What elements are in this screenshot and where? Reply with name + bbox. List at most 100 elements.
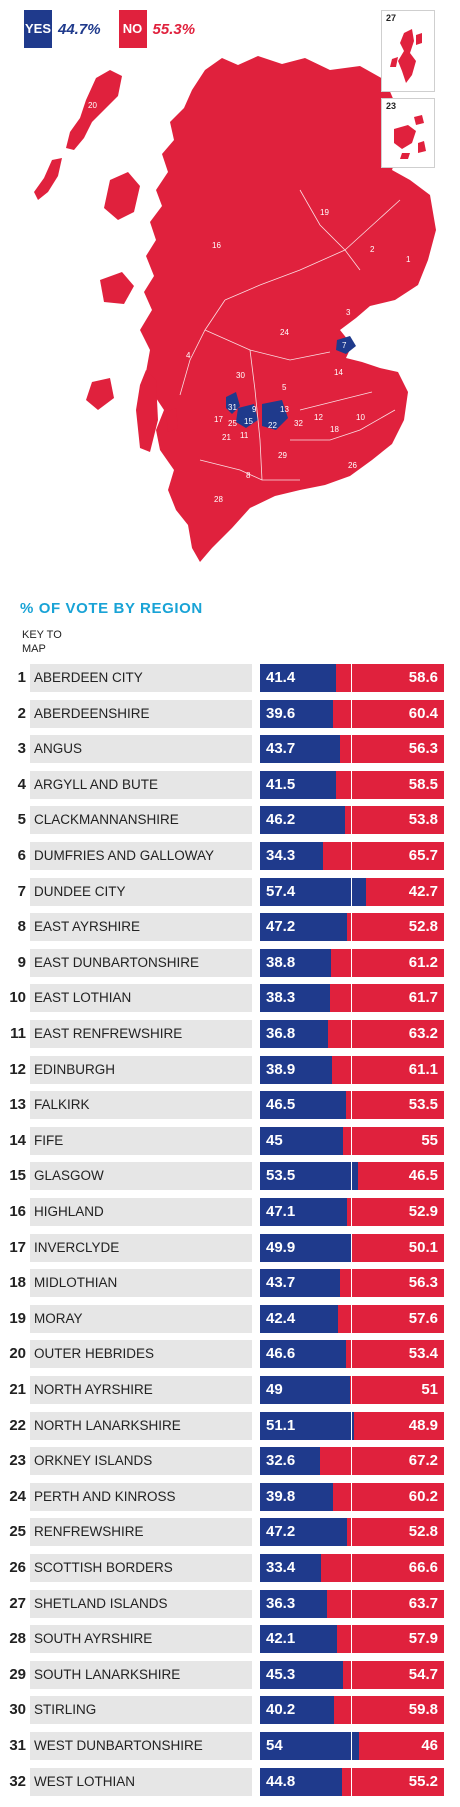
region-name: ABERDEENSHIRE [30, 699, 252, 728]
region-name: SCOTTISH BORDERS [30, 1554, 252, 1582]
fifty-percent-line [351, 1589, 352, 1618]
region-key-number: 17 [9, 1238, 26, 1256]
no-bar-segment [366, 877, 444, 906]
yes-value-label: 43.7 [266, 1274, 296, 1292]
no-bar-segment [342, 1767, 444, 1796]
no-value-label: 63.2 [408, 1025, 438, 1042]
region-name: PERTH AND KINROSS [30, 1482, 252, 1511]
no-value-label: 61.7 [408, 989, 438, 1007]
map-label-6: 6 [264, 517, 269, 526]
region-key-number: 13 [9, 1096, 26, 1114]
region-row: 27 SHETLAND ISLANDS 36.3 63.7 [0, 1589, 444, 1618]
mull-shape [100, 272, 134, 304]
yes-value-label: 47.2 [266, 1523, 296, 1541]
vote-share-bar: 32.6 67.2 [260, 1447, 444, 1476]
no-bar-segment [320, 1447, 444, 1476]
no-value-label: 53.4 [408, 1345, 438, 1363]
region-name: STIRLING [30, 1696, 252, 1725]
yes-bar-segment [260, 1625, 337, 1654]
region-row: 30 STIRLING 40.2 59.8 [0, 1696, 444, 1725]
region-key-number: 22 [9, 1416, 26, 1434]
region-name: SOUTH AYRSHIRE [30, 1625, 252, 1654]
region-name: WEST DUNBARTONSHIRE [30, 1732, 252, 1760]
yes-bar-segment [260, 1162, 358, 1191]
fifty-percent-line [351, 1554, 352, 1582]
yes-value-label: 46.5 [266, 1096, 296, 1114]
region-key-number: 14 [9, 1131, 26, 1149]
fifty-percent-line [351, 1447, 352, 1476]
fifty-percent-line [351, 877, 352, 906]
map-label-8: 8 [246, 471, 251, 480]
orkney-inset-number: 23 [386, 101, 397, 111]
fifty-percent-line [351, 842, 352, 870]
yes-value-label: 41.5 [266, 775, 296, 793]
region-row: 12 EDINBURGH 38.9 61.1 [0, 1055, 444, 1084]
yes-bar-segment [260, 1126, 343, 1155]
yes-bar-segment [260, 1091, 346, 1120]
vote-share-bar: 43.7 56.3 [260, 1269, 444, 1298]
vote-share-bar: 47.1 52.9 [260, 1198, 444, 1226]
no-bar-segment [346, 1091, 444, 1120]
yes-value-label: 42.4 [266, 1309, 296, 1327]
fifty-percent-line [351, 699, 352, 728]
fifty-percent-line [351, 948, 352, 977]
no-value-label: 53.8 [408, 811, 438, 829]
region-name: EAST AYRSHIRE [30, 913, 252, 942]
map-label-3: 3 [346, 308, 351, 317]
region-key-number: 28 [9, 1630, 26, 1648]
region-key-number: 11 [10, 1025, 26, 1042]
region-key-number: 25 [9, 1523, 26, 1541]
vote-share-bar: 46.2 53.8 [260, 806, 444, 835]
region-name: WEST LOTHIAN [30, 1767, 252, 1796]
no-bar-segment [331, 948, 444, 977]
region-key-number: 2 [17, 704, 26, 722]
vote-share-bar: 44.8 55.2 [260, 1767, 444, 1796]
map-label-28: 28 [214, 495, 223, 504]
fifty-percent-line [351, 1411, 352, 1440]
yes-bar-segment [260, 806, 345, 835]
region-name: INVERCLYDE [30, 1233, 252, 1262]
fifty-percent-line [351, 1767, 352, 1796]
no-value-label: 61.2 [408, 953, 438, 971]
no-value-label: 52.9 [408, 1203, 438, 1220]
no-bar-segment [330, 984, 444, 1013]
kintyre-shape [136, 370, 158, 452]
region-row: 29 SOUTH LANARKSHIRE 45.3 54.7 [0, 1660, 444, 1689]
glasgow-region [236, 404, 258, 428]
region-key-number: 4 [17, 775, 26, 793]
region-name: DUNDEE CITY [30, 877, 252, 906]
region-row: 18 MIDLOTHIAN 43.7 56.3 [0, 1269, 444, 1298]
region-key-number: 5 [17, 811, 26, 829]
fifty-percent-line [351, 1198, 352, 1226]
region-row: 23 ORKNEY ISLANDS 32.6 67.2 [0, 1447, 444, 1476]
map-label-2: 2 [370, 245, 375, 254]
region-key-number: 10 [9, 989, 26, 1007]
no-value-label: 46 [421, 1737, 438, 1754]
region-boundaries [179, 189, 401, 481]
no-bar-segment [354, 1411, 444, 1440]
map-label-10: 10 [356, 413, 365, 422]
vote-share-bar: 46.5 53.5 [260, 1091, 444, 1120]
region-key-number: 24 [9, 1487, 26, 1505]
map-label-26: 26 [348, 461, 357, 470]
map-label-30: 30 [236, 371, 245, 380]
key-to-map-label: KEY TO MAP [22, 628, 62, 656]
fifty-percent-line [351, 1625, 352, 1654]
vote-share-bar: 33.4 66.6 [260, 1554, 444, 1582]
yes-value-label: 49.9 [266, 1238, 296, 1256]
yes-value-label: 40.2 [266, 1701, 296, 1719]
yes-bar-segment [260, 1269, 340, 1298]
no-bar-segment [336, 770, 444, 799]
region-key-number: 20 [9, 1345, 26, 1363]
no-value-label: 50.1 [408, 1238, 438, 1256]
no-value-label: 60.4 [408, 704, 438, 722]
fifty-percent-line [351, 664, 352, 692]
vote-share-bar: 49.9 50.1 [260, 1233, 444, 1262]
region-name: MORAY [30, 1304, 252, 1333]
no-bar-segment [343, 1660, 444, 1689]
fifty-percent-line [351, 1732, 352, 1760]
region-key-number: 3 [17, 740, 26, 758]
region-key-number: 23 [9, 1452, 26, 1470]
yes-value-label: 39.8 [266, 1487, 296, 1505]
yes-bar-segment [260, 1767, 342, 1796]
